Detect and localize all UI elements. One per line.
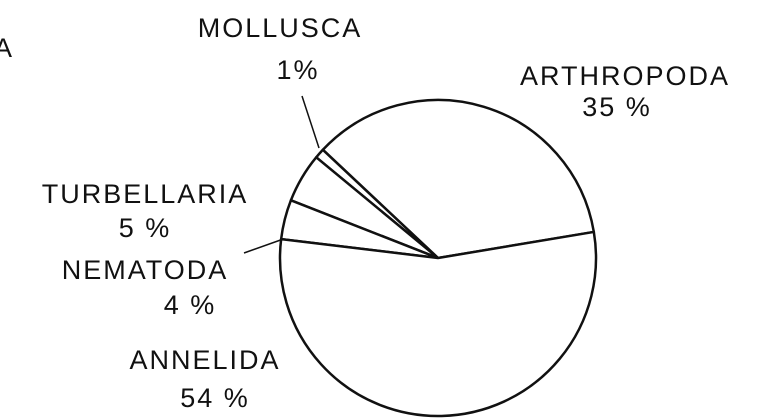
slice-label: ARTHROPODA (520, 61, 730, 91)
slice-label: NEMATODA (62, 255, 229, 285)
slice-label: MOLLUSCA (198, 13, 363, 43)
value-label: 5 % (119, 213, 172, 243)
leader-line (301, 95, 320, 149)
value-label: 1% (276, 55, 319, 85)
slice-label: ANNELIDA (129, 345, 280, 375)
panel-label: A (0, 33, 14, 63)
slice-label: TURBELLARIA (42, 179, 249, 209)
pie-slice (278, 230, 598, 418)
pie-slice (321, 98, 596, 260)
value-label: 54 % (180, 383, 250, 413)
value-label: 35 % (582, 92, 652, 122)
value-label: 4 % (164, 290, 217, 320)
